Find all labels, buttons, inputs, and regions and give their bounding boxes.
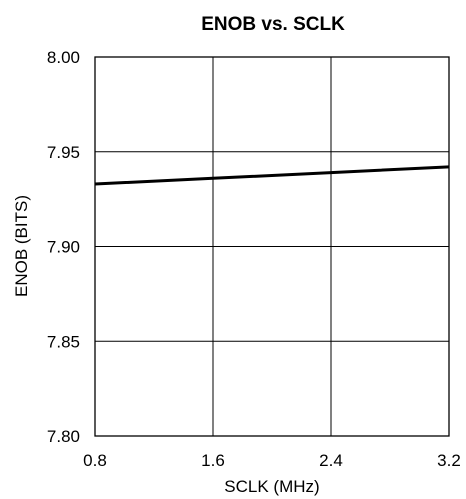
grid (94, 56, 450, 437)
y-tick-label: 7.90 (47, 238, 80, 257)
y-tick-label: 7.95 (47, 143, 80, 162)
y-tick-label: 8.00 (47, 48, 80, 67)
y-axis-label: ENOB (BITS) (12, 195, 31, 297)
x-tick-label: 3.2 (437, 451, 461, 470)
data-point (330, 172, 332, 174)
x-tick-label: 1.6 (201, 451, 225, 470)
data-point (94, 183, 96, 185)
plot-frame (94, 56, 450, 437)
data-point (448, 166, 450, 168)
y-tick-labels: 8.00 7.95 7.90 7.85 7.80 (47, 48, 80, 446)
x-axis-label: SCLK (MHz) (224, 477, 319, 496)
y-tick-label: 7.80 (47, 427, 80, 446)
x-tick-label: 2.4 (319, 451, 343, 470)
data-point (212, 177, 214, 179)
chart-title: ENOB vs. SCLK (201, 14, 345, 35)
y-tick-label: 7.85 (47, 332, 80, 351)
x-tick-labels: 0.8 1.6 2.4 3.2 (83, 451, 461, 470)
series-line (94, 165, 450, 186)
x-tick-label: 0.8 (83, 451, 107, 470)
series-group (94, 165, 450, 186)
